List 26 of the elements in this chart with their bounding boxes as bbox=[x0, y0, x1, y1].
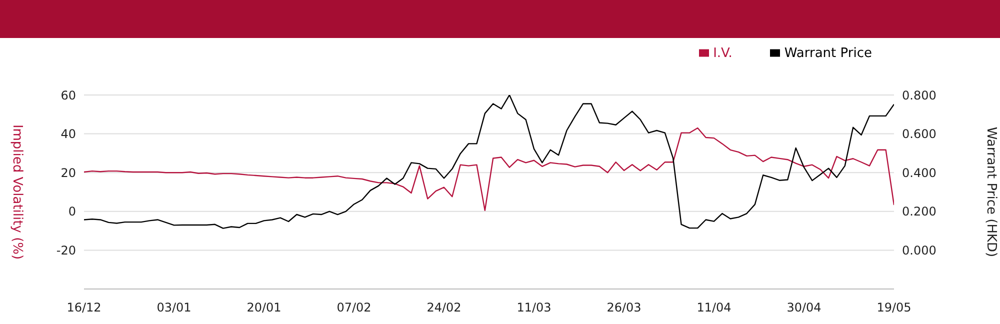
x-tick-label: 07/02 bbox=[336, 300, 372, 315]
x-tick-label: 03/01 bbox=[156, 300, 192, 315]
x-tick-label: 16/12 bbox=[66, 300, 102, 315]
line-series bbox=[84, 127, 894, 212]
x-tick-label: 11/03 bbox=[516, 300, 552, 315]
x-tick-label: 26/03 bbox=[606, 300, 642, 315]
y-tick-label: 0 bbox=[68, 204, 76, 219]
x-tick-label: 30/04 bbox=[786, 300, 822, 315]
y2-axis-title: Warrant Price (HKD) bbox=[983, 126, 998, 258]
line-series bbox=[84, 95, 894, 229]
x-tick-label: 24/02 bbox=[426, 300, 462, 315]
y2-tick-label: 0.400 bbox=[902, 166, 936, 180]
legend-label: I.V. bbox=[713, 46, 732, 61]
y-tick-label: -20 bbox=[56, 243, 76, 258]
y2-tick-label: 0.800 bbox=[902, 88, 936, 102]
y-axis-title: Implied Volatility (%) bbox=[9, 124, 24, 260]
y2-tick-label: 0.200 bbox=[902, 204, 936, 219]
y2-tick-label: 0.600 bbox=[902, 127, 936, 142]
y-tick-label: 20 bbox=[60, 166, 76, 180]
y2-tick-label: 0.000 bbox=[902, 243, 936, 258]
legend-label: Warrant Price bbox=[784, 46, 872, 61]
y-tick-label: 60 bbox=[60, 88, 76, 102]
x-tick-label: 19/05 bbox=[876, 300, 912, 315]
y-tick-label: 40 bbox=[60, 127, 76, 142]
x-tick-label: 20/01 bbox=[246, 300, 282, 315]
x-tick-label: 11/04 bbox=[696, 300, 732, 315]
